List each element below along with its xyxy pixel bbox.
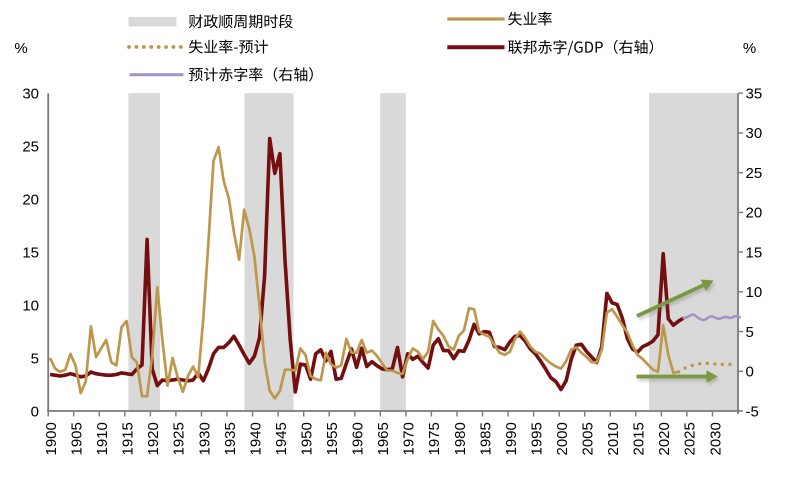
svg-text:%: % (743, 40, 756, 57)
svg-text:1920: 1920 (145, 422, 162, 455)
svg-text:2000: 2000 (554, 422, 571, 455)
svg-text:20: 20 (22, 191, 39, 208)
svg-text:1930: 1930 (196, 422, 213, 455)
svg-text:5: 5 (746, 324, 754, 341)
svg-text:1970: 1970 (401, 422, 418, 455)
svg-text:1940: 1940 (247, 422, 264, 455)
svg-text:2030: 2030 (707, 422, 724, 455)
svg-text:-5: -5 (746, 403, 759, 420)
svg-text:2020: 2020 (656, 422, 673, 455)
svg-text:1905: 1905 (69, 422, 86, 455)
svg-text:30: 30 (746, 125, 763, 142)
svg-text:1965: 1965 (375, 422, 392, 455)
svg-text:1915: 1915 (120, 422, 137, 455)
svg-text:15: 15 (746, 244, 763, 261)
svg-text:1900: 1900 (43, 422, 60, 455)
svg-text:10: 10 (22, 297, 39, 314)
svg-text:1985: 1985 (477, 422, 494, 455)
svg-text:1980: 1980 (452, 422, 469, 455)
svg-text:10: 10 (746, 284, 763, 301)
svg-text:1925: 1925 (171, 422, 188, 455)
svg-text:2005: 2005 (580, 422, 597, 455)
svg-text:1910: 1910 (94, 422, 111, 455)
svg-text:0: 0 (31, 403, 39, 420)
svg-text:20: 20 (746, 205, 763, 222)
svg-text:0: 0 (746, 364, 754, 381)
svg-text:25: 25 (746, 165, 763, 182)
svg-text:1990: 1990 (503, 422, 520, 455)
svg-text:2010: 2010 (605, 422, 622, 455)
svg-text:1960: 1960 (350, 422, 367, 455)
svg-text:1945: 1945 (273, 422, 290, 455)
svg-text:1955: 1955 (324, 422, 341, 455)
svg-text:15: 15 (22, 244, 39, 261)
svg-text:1975: 1975 (426, 422, 443, 455)
svg-text:%: % (14, 40, 27, 57)
svg-text:25: 25 (22, 139, 39, 156)
svg-text:1950: 1950 (299, 422, 316, 455)
svg-text:1995: 1995 (528, 422, 545, 455)
svg-text:2025: 2025 (682, 422, 699, 455)
svg-text:2015: 2015 (631, 422, 648, 455)
svg-text:35: 35 (746, 86, 763, 103)
svg-text:30: 30 (22, 86, 39, 103)
svg-text:5: 5 (31, 350, 39, 367)
svg-text:1935: 1935 (222, 422, 239, 455)
